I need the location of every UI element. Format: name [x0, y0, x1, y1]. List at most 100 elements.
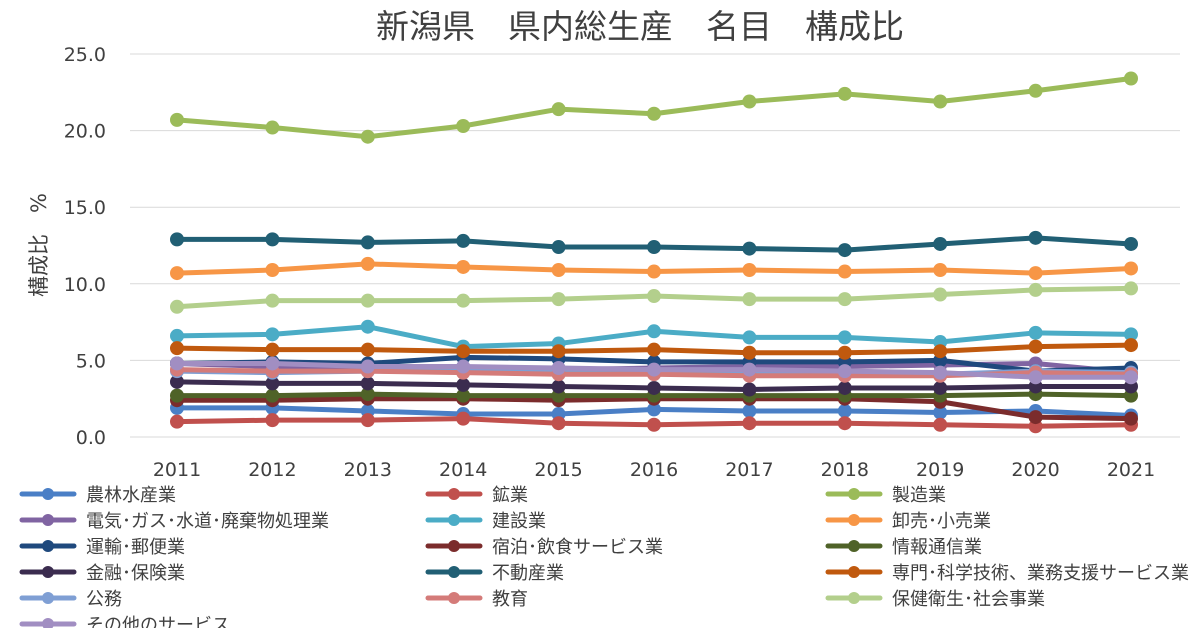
x-tick-label: 2011	[153, 459, 201, 481]
data-point	[456, 359, 471, 374]
data-point	[933, 344, 948, 359]
legend-label: 農林水産業	[86, 485, 176, 506]
data-point	[933, 405, 948, 420]
series-11	[170, 338, 1138, 360]
legend-item: 電気･ガス･水道･廃棄物処理業	[19, 511, 329, 532]
x-axis-ticks: 2011 2012 2013 2014 2015 2016 2017 2018 2019 2020…	[153, 459, 1155, 481]
data-point	[170, 328, 184, 343]
data-point	[1124, 327, 1138, 342]
legend-item: 建設業	[425, 511, 546, 532]
x-tick-label: 2018	[821, 459, 869, 481]
data-point	[1124, 261, 1138, 276]
y-axis-label: 構成比 %	[27, 193, 51, 297]
data-point	[456, 388, 471, 403]
legend-label: 運輸･郵便業	[86, 537, 185, 558]
legend-label: 建設業	[492, 511, 546, 532]
x-tick-label: 2013	[344, 459, 392, 481]
data-point	[265, 263, 280, 278]
data-point	[265, 342, 280, 357]
y-tick-label: 20.0	[64, 121, 106, 143]
data-point	[265, 120, 280, 135]
legend-swatch-marker	[42, 488, 54, 500]
data-point	[647, 380, 661, 395]
data-point	[170, 299, 184, 314]
x-tick-label: 2020	[1011, 459, 1059, 481]
legend-item: 製造業	[825, 485, 946, 506]
data-point	[360, 342, 375, 357]
legend-label: 電気･ガス･水道･廃棄物処理業	[86, 511, 329, 532]
x-tick-label: 2017	[725, 459, 773, 481]
y-axis-ticks: 0.0 5.0 10.0 15.0 20.0 25.0	[64, 44, 106, 449]
legend-swatch-marker	[448, 514, 460, 526]
data-point	[1028, 83, 1043, 98]
legend-swatch-marker	[42, 566, 54, 578]
legend-swatch-marker	[448, 488, 460, 500]
y-tick-label: 25.0	[64, 44, 106, 66]
series-10	[170, 230, 1138, 258]
data-point	[551, 292, 566, 307]
data-point	[837, 364, 852, 379]
data-point	[1124, 338, 1138, 353]
data-point	[647, 362, 661, 377]
data-point	[551, 379, 566, 394]
data-point	[551, 361, 566, 376]
data-point	[551, 416, 566, 431]
data-point	[551, 263, 566, 278]
data-point	[456, 259, 471, 274]
data-point	[647, 324, 661, 339]
data-point	[837, 264, 852, 279]
data-point	[837, 380, 852, 395]
data-point	[837, 345, 852, 360]
data-point	[742, 362, 757, 377]
legend-item: その他のサービス	[19, 615, 230, 628]
legend-item: 情報通信業	[825, 537, 982, 558]
data-point	[742, 263, 757, 278]
legend-label: 情報通信業	[892, 537, 982, 558]
legend-swatch-marker	[848, 540, 860, 552]
legend-item: 運輸･郵便業	[19, 537, 185, 558]
data-point	[170, 414, 184, 429]
data-point	[647, 417, 661, 432]
data-point	[360, 235, 375, 250]
data-point	[837, 403, 852, 418]
legend-item: 農林水産業	[19, 485, 176, 506]
data-point	[1124, 236, 1138, 251]
data-point	[1124, 71, 1138, 86]
data-point	[837, 416, 852, 431]
data-point	[456, 344, 471, 359]
legend-item: 教育	[425, 589, 528, 610]
data-point	[933, 263, 948, 278]
legend-swatch-marker	[448, 540, 460, 552]
legend-swatch-marker	[848, 514, 860, 526]
data-point	[647, 264, 661, 279]
data-point	[170, 232, 184, 247]
legend-swatch-marker	[448, 592, 460, 604]
data-point	[742, 345, 757, 360]
data-point	[1124, 370, 1138, 385]
data-point	[360, 413, 375, 428]
data-point	[837, 292, 852, 307]
data-point	[837, 86, 852, 101]
series-14	[170, 281, 1138, 314]
data-point	[360, 387, 375, 402]
data-point	[551, 102, 566, 117]
data-point	[837, 330, 852, 345]
legend-swatch-marker	[848, 488, 860, 500]
legend-item: 不動産業	[425, 563, 564, 584]
data-point	[742, 330, 757, 345]
legend-swatch-marker	[42, 540, 54, 552]
legend-swatch-marker	[848, 566, 860, 578]
data-point	[456, 233, 471, 248]
y-tick-label: 10.0	[64, 274, 106, 296]
data-point	[265, 293, 280, 308]
data-point	[933, 94, 948, 109]
legend-item: 専門･科学技術、業務支援サービス業	[825, 563, 1189, 584]
data-point	[933, 417, 948, 432]
legend-label: 保健衛生･社会事業	[892, 589, 1045, 610]
legend-label: 教育	[492, 589, 528, 610]
legend-item: 保健衛生･社会事業	[825, 589, 1045, 610]
data-point	[647, 402, 661, 417]
legend-label: 宿泊･飲食サービス業	[492, 537, 663, 558]
data-point	[551, 344, 566, 359]
